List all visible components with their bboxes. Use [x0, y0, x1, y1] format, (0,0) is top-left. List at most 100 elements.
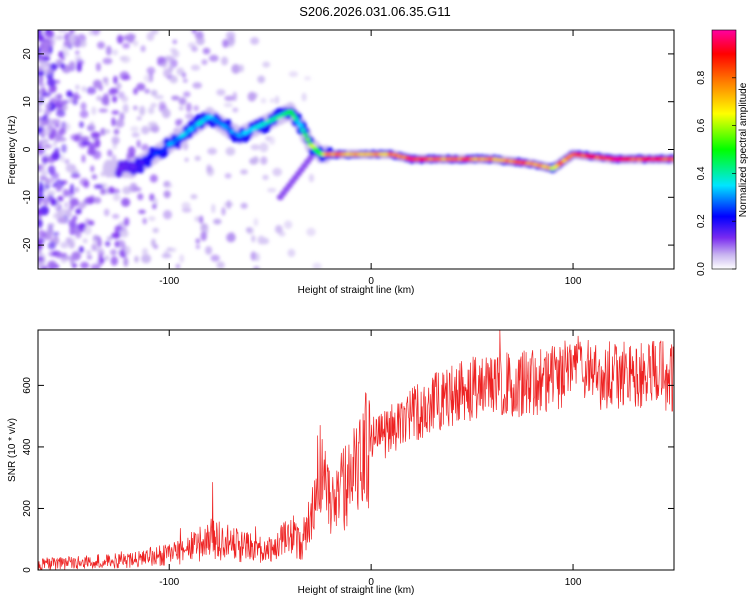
- noise-blob: [97, 41, 105, 49]
- spectrogram-xlabel: Height of straight line (km): [298, 285, 415, 296]
- noise-blob: [72, 215, 78, 221]
- noise-blob: [92, 234, 99, 244]
- noise-blob: [226, 232, 236, 243]
- noise-blob: [91, 106, 97, 116]
- noise-blob: [287, 248, 296, 258]
- noise-blob: [169, 75, 178, 84]
- noise-blob: [99, 257, 105, 264]
- noise-blob: [146, 32, 155, 41]
- noise-blob: [272, 167, 283, 177]
- noise-blob: [196, 36, 205, 46]
- noise-blob: [141, 143, 150, 152]
- noise-blob: [262, 61, 271, 68]
- noise-blob: [74, 186, 80, 193]
- noise-blob: [142, 217, 147, 225]
- noise-blob: [70, 134, 81, 141]
- y-tick-label: -20: [22, 237, 33, 252]
- noise-blob: [63, 40, 72, 47]
- noise-blob: [207, 147, 218, 155]
- noise-blob: [102, 77, 109, 83]
- spectrogram-ylabel: Frequency (Hz): [7, 116, 18, 185]
- snr-panel: -100 0 100 0 200 400 600 Height of straight li…: [7, 329, 675, 596]
- noise-blob: [62, 188, 68, 198]
- ridge-core: [304, 137, 311, 142]
- noise-blob: [65, 237, 72, 244]
- noise-blob: [250, 144, 260, 151]
- noise-blob: [79, 110, 89, 119]
- noise-blob: [259, 142, 269, 153]
- noise-blob: [121, 197, 131, 207]
- noise-blob: [91, 243, 98, 252]
- noise-blob: [181, 72, 187, 78]
- noise-blob: [312, 262, 322, 269]
- noise-blob: [191, 30, 197, 34]
- noise-blob: [206, 164, 212, 173]
- noise-blob: [245, 227, 252, 233]
- noise-blob: [123, 245, 131, 256]
- noise-blob: [52, 142, 57, 147]
- noise-blob: [41, 155, 49, 164]
- noise-blob: [95, 62, 101, 72]
- noise-blob: [126, 152, 131, 162]
- noise-blob: [45, 30, 52, 33]
- noise-blob: [108, 186, 115, 194]
- noise-blob: [75, 208, 82, 215]
- noise-blob: [63, 255, 73, 261]
- noise-blob: [47, 260, 57, 269]
- noise-blob: [247, 91, 257, 102]
- noise-blob: [54, 123, 60, 128]
- noise-blob: [38, 256, 44, 262]
- noise-blob: [183, 91, 191, 98]
- noise-blob: [89, 121, 95, 131]
- noise-blob: [267, 188, 277, 193]
- noise-blob: [178, 106, 184, 111]
- noise-blob: [165, 183, 173, 189]
- noise-blob: [119, 112, 125, 121]
- noise-blob: [69, 183, 75, 193]
- noise-blob: [250, 37, 260, 45]
- noise-blob: [56, 35, 64, 41]
- noise-blob: [75, 50, 80, 55]
- noise-blob: [69, 169, 80, 174]
- noise-blob: [41, 92, 52, 97]
- noise-blob: [308, 173, 315, 183]
- noise-blob: [129, 182, 138, 193]
- noise-blob: [84, 196, 94, 205]
- noise-blob: [62, 122, 71, 131]
- noise-blob: [161, 108, 171, 119]
- noise-blob: [257, 235, 266, 245]
- noise-blob: [52, 231, 60, 237]
- noise-blob: [88, 220, 95, 226]
- noise-blob: [140, 45, 146, 53]
- noise-blob: [197, 30, 203, 36]
- noise-blob: [68, 34, 75, 43]
- snr-series-line: [38, 330, 674, 570]
- noise-blob: [38, 89, 43, 96]
- noise-blob: [113, 75, 118, 85]
- noise-blob: [79, 40, 87, 48]
- noise-blob: [122, 103, 129, 114]
- x-tick-label: -100: [159, 276, 179, 287]
- noise-blob: [98, 108, 109, 113]
- noise-blob: [68, 60, 76, 68]
- colorbar-gradient: [711, 29, 737, 270]
- noise-blob: [119, 229, 129, 238]
- noise-blob: [115, 119, 125, 128]
- noise-blob: [86, 86, 97, 95]
- x-tick-label: -100: [159, 577, 179, 588]
- noise-blob: [288, 71, 299, 78]
- noise-blob: [38, 197, 44, 203]
- noise-blob: [47, 241, 56, 250]
- noise-blob: [223, 202, 234, 207]
- noise-blob: [168, 247, 177, 252]
- noise-blob: [76, 223, 87, 229]
- noise-blob: [213, 218, 222, 225]
- noise-blob: [38, 239, 43, 244]
- noise-blob: [175, 263, 181, 269]
- noise-blob: [205, 246, 213, 255]
- noise-blob: [200, 231, 207, 242]
- y-tick-label: 600: [22, 377, 33, 394]
- noise-blob: [38, 82, 46, 88]
- noise-blob: [260, 97, 267, 104]
- noise-blob: [201, 59, 208, 65]
